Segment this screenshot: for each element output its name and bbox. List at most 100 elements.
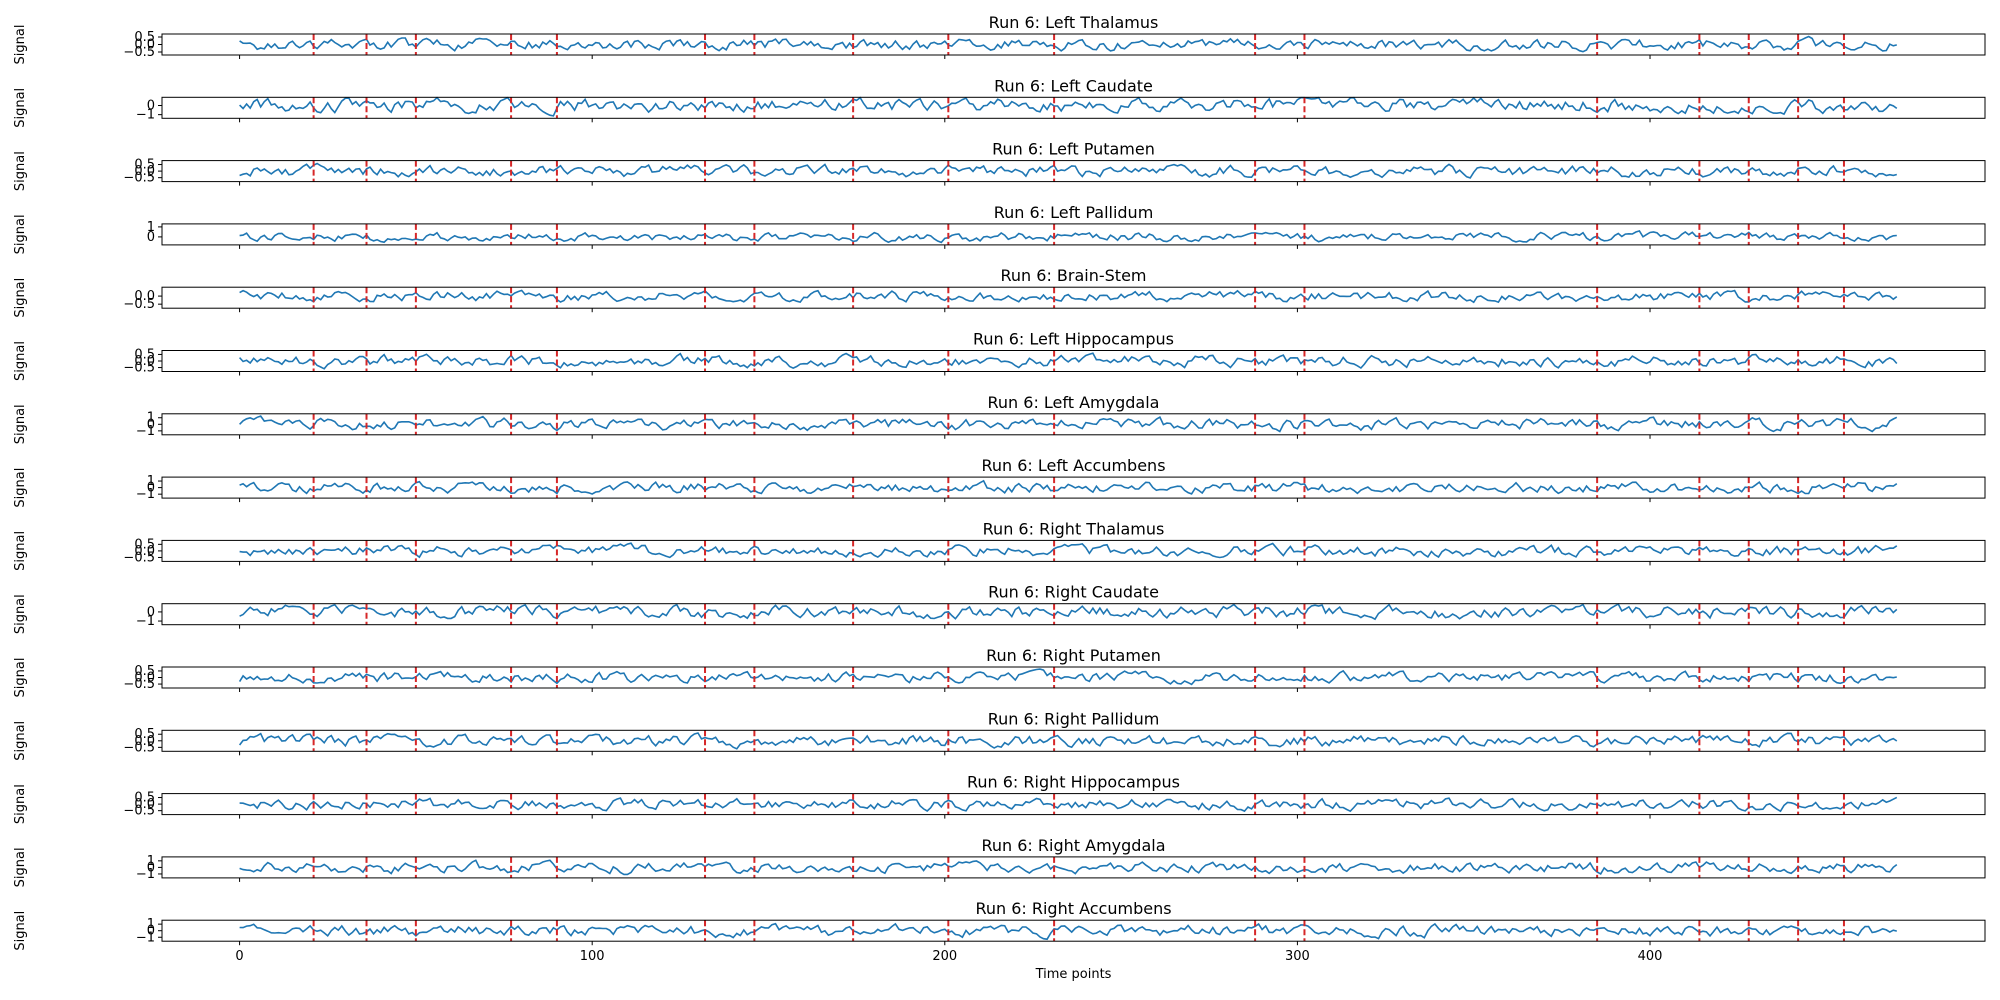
y-tick-label: −1 [136, 108, 155, 123]
y-tick-label: 0 [147, 860, 155, 875]
axes-frame [161, 33, 1986, 56]
signal-line [239, 289, 1898, 304]
y-tick-label: −1 [136, 930, 155, 945]
y-tick-label: 0.0 [134, 734, 155, 749]
y-tick-label: 1 [147, 474, 155, 489]
y-axis-label: Signal [13, 404, 28, 444]
y-tick-label: 0.5 [134, 30, 155, 45]
panel: Run 6: Right Hippocampus 0.50.0−0.5 Signal [13, 773, 1986, 824]
panel: Run 6: Right Caudate 0−1 Signal [13, 583, 1986, 634]
y-tick-label: −0.5 [123, 361, 155, 376]
panel-title: Run 6: Left Amygdala [988, 393, 1160, 412]
y-tick-label: −1 [136, 614, 155, 629]
panel: Run 6: Left Caudate 0−1 Signal [13, 76, 1986, 128]
y-tick-label: 0.5 [134, 727, 155, 742]
y-axis-label: Signal [13, 88, 28, 128]
panel: Run 6: Right Amygdala 10−1 Signal [13, 836, 1986, 887]
panel: Run 6: Left Thalamus 0.50.0−0.5 Signal [13, 13, 1986, 64]
x-tick-label: 300 [1285, 949, 1310, 964]
signal-line [239, 352, 1898, 370]
signal-line [239, 35, 1897, 53]
y-axis-label: Signal [13, 594, 28, 634]
y-axis-label: Signal [13, 214, 28, 254]
axes-frame [161, 603, 1986, 626]
y-tick-label: −1 [136, 867, 155, 882]
panel: Run 6: Brain-Stem 0.0−0.5 Signal [13, 266, 1986, 318]
y-axis-label: Signal [13, 468, 28, 508]
y-tick-label: 1 [147, 220, 155, 235]
y-tick-label: 0.0 [134, 671, 155, 686]
panel-title: Run 6: Right Caudate [988, 583, 1159, 602]
signal-line [239, 603, 1898, 621]
panel-title: Run 6: Right Putamen [986, 646, 1161, 665]
y-tick-label: 0.0 [134, 38, 155, 53]
y-tick-label: 0.0 [134, 797, 155, 812]
panel: Run 6: Right Thalamus 0.50.0−0.5 Signal [13, 519, 1986, 571]
signal-line [239, 162, 1897, 179]
y-tick-label: 0 [147, 924, 155, 939]
y-tick-label: 0.5 [134, 664, 155, 679]
panel-title: Run 6: Right Thalamus [983, 519, 1165, 538]
x-tick-label: 100 [580, 949, 605, 964]
y-tick-label: 0 [147, 99, 155, 114]
panel: Run 6: Left Amygdala 10−1 Signal [13, 393, 1986, 444]
y-tick-label: 0.0 [134, 544, 155, 559]
x-axis-label: Time points [1035, 967, 1112, 982]
panel-title: Run 6: Left Caudate [994, 76, 1153, 95]
axes-frame [161, 96, 1986, 119]
y-axis-label: Signal [13, 721, 28, 761]
y-tick-label: 0.5 [134, 791, 155, 806]
x-tick-label: 0 [235, 949, 243, 964]
y-tick-label: 0 [147, 230, 155, 245]
y-tick-label: −0.5 [123, 297, 155, 312]
y-tick-label: 1 [147, 854, 155, 869]
panel-title: Run 6: Left Putamen [992, 140, 1155, 159]
axes-frame [161, 160, 1986, 183]
y-tick-label: −0.5 [123, 740, 155, 755]
signal-line [238, 668, 1897, 686]
y-tick-label: −0.5 [123, 804, 155, 819]
x-tick-label: 200 [932, 949, 957, 964]
y-tick-label: 0.5 [134, 347, 155, 362]
panel-title: Run 6: Left Pallidum [994, 203, 1154, 222]
panel: Run 6: Right Putamen 0.50.0−0.5 Signal [13, 646, 1986, 697]
y-axis-label: Signal [13, 847, 28, 887]
signal-line [239, 229, 1897, 244]
y-tick-label: 0 [147, 481, 155, 496]
y-tick-label: 1 [147, 411, 155, 426]
signal-line [238, 732, 1898, 750]
panel-title: Run 6: Left Accumbens [981, 456, 1165, 475]
y-tick-label: 0.5 [134, 537, 155, 552]
panel-title: Run 6: Right Hippocampus [967, 773, 1180, 792]
axes-frame [161, 286, 1986, 309]
y-tick-label: −0.5 [123, 45, 155, 60]
y-tick-label: 0.5 [134, 158, 155, 173]
panel-title: Run 6: Right Accumbens [975, 899, 1171, 918]
panel-title: Run 6: Brain-Stem [1001, 266, 1147, 285]
signal-line [239, 542, 1898, 559]
y-tick-label: 0.0 [134, 164, 155, 179]
signal-line [239, 479, 1898, 495]
axes-frame [161, 223, 1986, 246]
y-axis-label: Signal [13, 911, 28, 951]
panel-title: Run 6: Right Amygdala [981, 836, 1165, 855]
signal-line [239, 415, 1898, 433]
x-tick-label: 400 [1638, 949, 1663, 964]
panel-title: Run 6: Right Pallidum [988, 709, 1160, 728]
y-tick-label: −1 [136, 487, 155, 502]
panel: Run 6: Right Pallidum 0.50.0−0.5 Signal [13, 709, 1986, 761]
y-tick-label: −1 [136, 424, 155, 439]
panel: Run 6: Left Hippocampus 0.50.0−0.5 Signal [13, 330, 1986, 381]
y-axis-label: Signal [13, 531, 28, 571]
y-axis-label: Signal [13, 784, 28, 824]
y-axis-label: Signal [13, 278, 28, 318]
y-tick-label: −0.5 [123, 171, 155, 186]
y-tick-label: −0.5 [123, 550, 155, 565]
panel: Run 6: Left Putamen 0.50.0−0.5 Signal [13, 140, 1986, 191]
y-tick-label: 0 [147, 417, 155, 432]
signal-line [239, 859, 1898, 876]
y-tick-label: −0.5 [123, 677, 155, 692]
y-axis-label: Signal [13, 151, 28, 191]
y-tick-label: 0 [147, 605, 155, 620]
